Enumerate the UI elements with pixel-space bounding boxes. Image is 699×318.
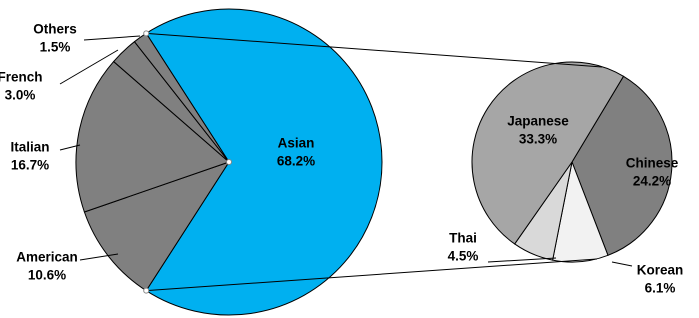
connector-line xyxy=(146,258,598,292)
connector-line xyxy=(146,32,603,68)
pie-slice xyxy=(145,8,383,316)
slice-value-label: 10.6% xyxy=(28,268,66,283)
slice-label: Japanese xyxy=(507,114,569,129)
pie-slice xyxy=(471,61,625,245)
slice-label: Others xyxy=(33,22,77,37)
slice-value-label: 1.5% xyxy=(40,40,71,55)
leader-line xyxy=(79,253,119,261)
leader-line xyxy=(83,35,141,41)
connector-end xyxy=(143,287,150,294)
slice-value-label: 68.2% xyxy=(277,154,315,169)
slice-label: American xyxy=(16,250,78,265)
leader-line xyxy=(59,49,119,85)
pie-slice xyxy=(75,60,230,213)
slice-value-label: 6.1% xyxy=(645,281,676,296)
slice-value-label: 24.2% xyxy=(633,174,671,189)
slice-label: Korean xyxy=(637,263,684,278)
slice-value-label: 16.7% xyxy=(11,158,49,173)
slice-label: French xyxy=(0,70,43,85)
slice-label: Italian xyxy=(10,140,49,155)
leader-line xyxy=(611,261,633,267)
slice-value-label: 3.0% xyxy=(5,88,36,103)
slice-label: Asian xyxy=(278,136,315,151)
slice-label: Chinese xyxy=(626,156,679,171)
slice-value-label: 4.5% xyxy=(448,249,479,264)
connector-end xyxy=(143,30,150,37)
pie-center xyxy=(226,159,232,165)
pie-slice xyxy=(83,161,231,292)
slice-label: Thai xyxy=(449,231,477,246)
leader-line xyxy=(487,257,557,263)
leader-line xyxy=(59,144,81,151)
slice-value-label: 33.3% xyxy=(519,132,557,147)
